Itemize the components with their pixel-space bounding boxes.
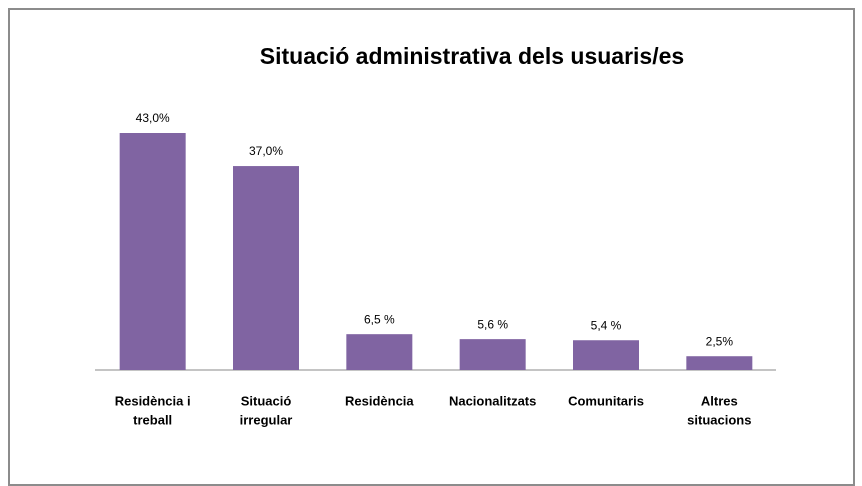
- x-tick-label: Situació: [241, 393, 292, 408]
- x-tick-label: Residència: [345, 393, 414, 408]
- value-label: 43,0%: [136, 111, 170, 125]
- value-label: 6,5 %: [364, 312, 395, 326]
- chart-title: Situació administrativa dels usuaris/es: [260, 43, 684, 69]
- x-tick-label: Nacionalitzats: [449, 393, 536, 408]
- x-tick-label: Comunitaris: [568, 393, 644, 408]
- bar: [686, 356, 753, 370]
- bar: [346, 334, 413, 370]
- x-tick-label: treball: [133, 412, 172, 427]
- x-tick-label: irregular: [240, 412, 293, 427]
- bar: [119, 133, 186, 370]
- x-tick-label: Residència i: [115, 393, 191, 408]
- value-label: 2,5%: [706, 334, 734, 348]
- value-label: 5,6 %: [477, 317, 508, 331]
- value-label: 5,4 %: [591, 318, 622, 332]
- bar: [233, 166, 299, 370]
- value-label: 37,0%: [249, 144, 283, 158]
- bar: [573, 340, 639, 370]
- bar: [459, 339, 526, 370]
- x-tick-label: Altres: [701, 393, 738, 408]
- x-tick-label: situacions: [687, 412, 751, 427]
